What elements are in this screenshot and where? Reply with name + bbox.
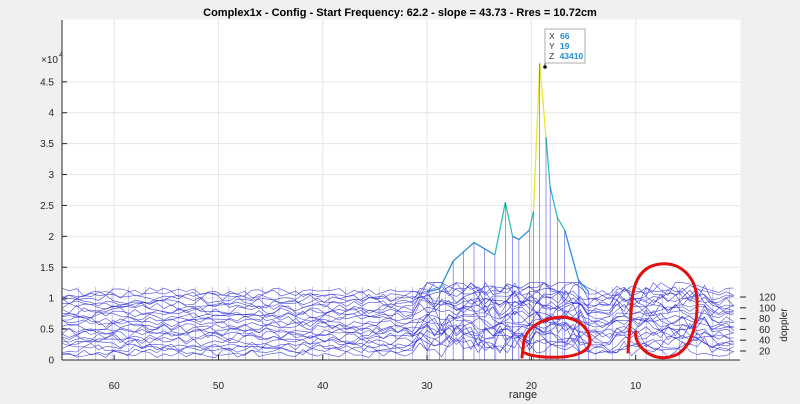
- mesh-line: [61, 282, 734, 297]
- x-axis-label: range: [509, 389, 537, 401]
- mesh-line: [61, 290, 734, 312]
- peak-segment: [439, 260, 454, 290]
- mesh-surface[interactable]: [61, 282, 734, 360]
- peak-segment: [545, 137, 551, 187]
- peak-segment: [549, 186, 559, 218]
- y-tick-labels: 0 0.5 1 1.5 2 2.5 3 3.5 4 4.5: [40, 77, 67, 367]
- datatip-z: Z 43410: [549, 51, 583, 61]
- mesh-line: [61, 286, 734, 309]
- x-tick-label: 20: [526, 381, 538, 392]
- y-tick-label: 0: [48, 356, 54, 367]
- y-tick-label: 1: [48, 294, 54, 305]
- doppler-tick-label: 20: [759, 347, 771, 358]
- mesh-line: [61, 290, 734, 314]
- peak-segment: [564, 230, 579, 280]
- mesh-line: [61, 293, 734, 317]
- doppler-tick-label: 60: [759, 325, 771, 336]
- doppler-tick-label: 120: [759, 293, 776, 304]
- doppler-tick-label: 80: [759, 314, 771, 325]
- y-tick-label: 4.5: [40, 77, 54, 88]
- mesh-line: [61, 335, 734, 359]
- peak-segment: [504, 202, 514, 237]
- x-tick-label: 10: [630, 381, 642, 392]
- peak-segment: [452, 251, 465, 262]
- y-tick-label: 2.5: [40, 201, 54, 212]
- mesh-line: [61, 326, 734, 349]
- peak-segment: [512, 235, 520, 241]
- mesh-line: [61, 309, 734, 332]
- y-exponent-power: 4: [59, 52, 63, 59]
- peak-segment: [518, 229, 530, 240]
- datatip-y: Y 19: [549, 41, 570, 51]
- datatip-marker: [543, 65, 547, 69]
- y-tick-label: 3.5: [40, 139, 54, 150]
- x-tick-labels: 60 50 40 30 20 10: [109, 355, 642, 392]
- x-tick-label: 30: [422, 381, 434, 392]
- annotation-circle-1: [520, 315, 592, 359]
- y-tick-label: 4: [48, 108, 54, 119]
- mesh-line: [61, 287, 734, 307]
- mesh-line: [61, 282, 734, 300]
- peak-segment: [484, 248, 496, 256]
- peak-segment: [556, 217, 566, 231]
- mesh-line: [61, 321, 734, 342]
- x-tick-label: 50: [213, 381, 225, 392]
- doppler-tick-label: 100: [759, 303, 776, 314]
- peak-segment: [539, 63, 547, 138]
- datatip-box: [544, 28, 586, 64]
- y-exponent: ×10 4: [41, 52, 63, 66]
- mesh-line: [61, 300, 734, 322]
- mesh-line: [61, 303, 734, 327]
- mesh-line: [61, 302, 734, 324]
- peak-segment: [426, 288, 440, 293]
- y-tick-label: 3: [48, 170, 54, 181]
- annotation-circle-2: [626, 262, 699, 360]
- peak-segment: [473, 241, 485, 250]
- chart-title: Complex1x - Config - Start Frequency: 62…: [203, 7, 597, 19]
- mesh-line: [61, 318, 734, 339]
- doppler-tick-label: 40: [759, 336, 771, 347]
- peak-segment: [494, 202, 506, 256]
- peak-segment: [528, 211, 535, 231]
- y-tick-label: 2: [48, 232, 54, 243]
- mesh-line: [61, 282, 734, 304]
- datatip-x: X 66: [549, 31, 570, 41]
- y-tick-label: 1.5: [40, 263, 54, 274]
- mesh-line: [61, 310, 734, 334]
- mesh-line: [61, 322, 734, 344]
- y-exponent-base: ×10: [41, 55, 58, 66]
- datatip[interactable]: X 66 Y 19 Z 43410: [543, 28, 586, 69]
- axes-background: [61, 19, 741, 361]
- peak-segment: [577, 279, 590, 293]
- mesh-line: [61, 331, 734, 354]
- x-tick-label: 40: [317, 381, 329, 392]
- peak-profile[interactable]: [426, 63, 590, 360]
- x-tick-label: 60: [109, 381, 121, 392]
- peak-segment: [463, 242, 475, 253]
- peak-segment: [532, 63, 541, 212]
- y-tick-label: 0.5: [40, 325, 54, 336]
- mesh-line: [61, 282, 734, 302]
- doppler-axis-label: doppler: [779, 308, 790, 342]
